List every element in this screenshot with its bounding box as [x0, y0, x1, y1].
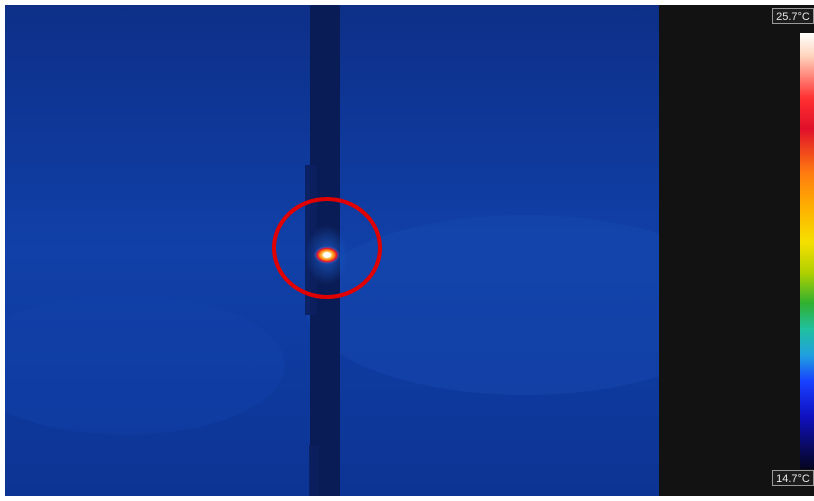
max-temperature-label: 25.7°C [772, 8, 814, 24]
min-temperature-label: 14.7°C [772, 470, 814, 486]
thermal-image [5, 5, 814, 496]
marker-circle [272, 197, 382, 299]
warm-wall-region [305, 215, 745, 395]
hotspot-core [323, 252, 331, 258]
scale-panel [659, 5, 814, 496]
color-scale-bar [800, 33, 814, 469]
warm-wall-region-left [5, 295, 285, 435]
post-base [309, 445, 319, 496]
thermal-canvas [5, 5, 814, 496]
